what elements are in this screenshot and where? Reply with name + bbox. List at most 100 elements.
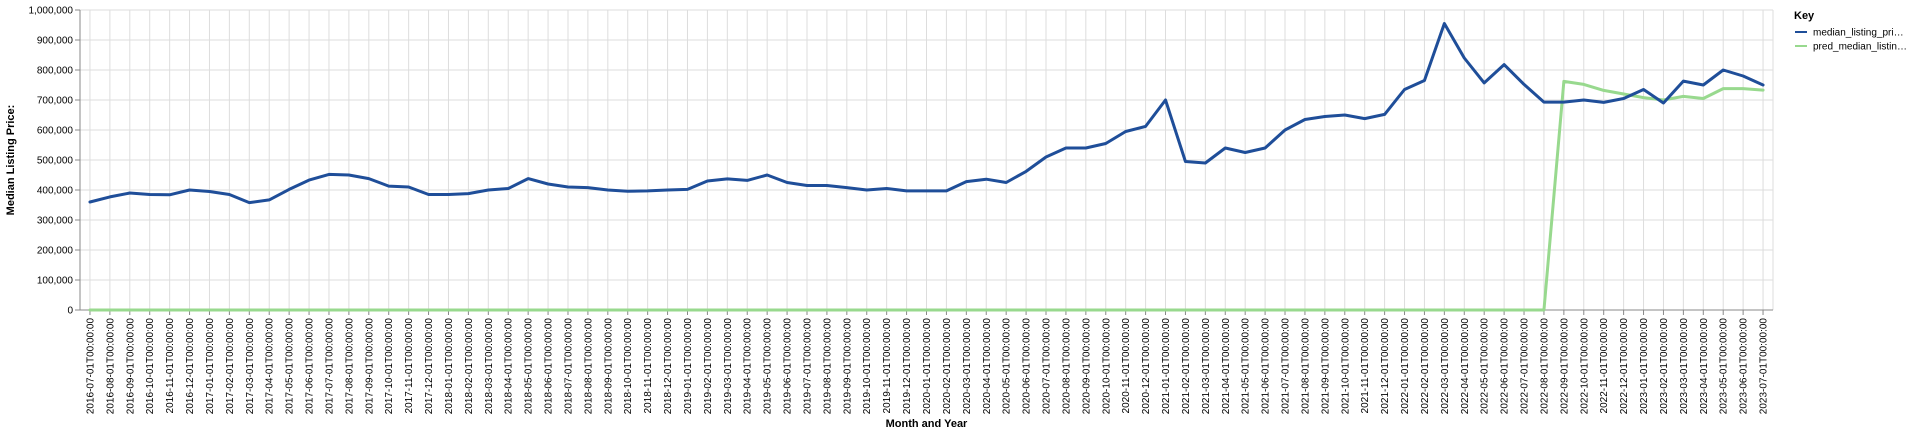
x-tick-label: 2021-01-01T00:00:00 <box>1161 318 1172 415</box>
x-tick-label: 2020-01-01T00:00:00 <box>922 318 933 415</box>
legend-label: median_listing_pri… <box>1813 28 1904 39</box>
x-tick-label: 2020-12-01T00:00:00 <box>1141 318 1152 415</box>
y-tick-label: 800,000 <box>37 66 74 77</box>
x-tick-label: 2021-03-01T00:00:00 <box>1201 318 1212 415</box>
y-axis-title: Median Listing Price: <box>5 105 17 216</box>
y-tick-label: 700,000 <box>37 96 74 107</box>
y-tick-label: 600,000 <box>37 126 74 137</box>
x-tick-label: 2019-01-01T00:00:00 <box>683 318 694 415</box>
x-tick-label: 2023-06-01T00:00:00 <box>1739 318 1750 415</box>
series-line-0 <box>88 22 1765 205</box>
x-tick-label: 2017-03-01T00:00:00 <box>245 318 256 415</box>
y-tick-label: 300,000 <box>37 216 74 227</box>
x-tick-label: 2022-08-01T00:00:00 <box>1539 318 1550 415</box>
x-tick-label: 2020-08-01T00:00:00 <box>1061 318 1072 415</box>
x-tick-label: 2019-07-01T00:00:00 <box>802 318 813 415</box>
x-tick-label: 2016-08-01T00:00:00 <box>105 318 116 415</box>
x-tick-label: 2023-07-01T00:00:00 <box>1759 318 1770 415</box>
x-tick-label: 2021-06-01T00:00:00 <box>1261 318 1272 415</box>
x-tick-label: 2017-05-01T00:00:00 <box>285 318 296 415</box>
x-tick-label: 2018-08-01T00:00:00 <box>583 318 594 415</box>
x-tick-label: 2017-02-01T00:00:00 <box>225 318 236 415</box>
x-tick-label: 2020-11-01T00:00:00 <box>1121 318 1132 414</box>
gridlines <box>80 9 1774 311</box>
x-tick-label: 2018-03-01T00:00:00 <box>484 318 495 415</box>
y-tick-label: 500,000 <box>37 156 74 167</box>
x-tick-label: 2023-02-01T00:00:00 <box>1659 318 1670 415</box>
y-tick-label: 1,000,000 <box>29 6 74 17</box>
x-tick-label: 2016-12-01T00:00:00 <box>185 318 196 415</box>
x-tick-label: 2022-11-01T00:00:00 <box>1599 318 1610 414</box>
x-tick-label: 2016-09-01T00:00:00 <box>125 318 136 415</box>
x-tick-label: 2021-07-01T00:00:00 <box>1281 318 1292 415</box>
x-tick-label: 2018-07-01T00:00:00 <box>563 318 574 415</box>
x-tick-label: 2020-02-01T00:00:00 <box>942 318 953 415</box>
x-tick-label: 2021-02-01T00:00:00 <box>1181 318 1192 415</box>
x-tick-label: 2019-10-01T00:00:00 <box>862 318 873 415</box>
x-tick-label: 2021-12-01T00:00:00 <box>1380 318 1391 415</box>
x-tick-label: 2020-04-01T00:00:00 <box>982 318 993 415</box>
x-tick-label: 2020-05-01T00:00:00 <box>1002 318 1013 415</box>
x-tick-label: 2022-02-01T00:00:00 <box>1420 318 1431 415</box>
x-tick-label: 2022-12-01T00:00:00 <box>1619 318 1630 415</box>
x-tick-label: 2021-05-01T00:00:00 <box>1241 318 1252 415</box>
x-tick-label: 2019-02-01T00:00:00 <box>703 318 714 415</box>
x-tick-label: 2018-04-01T00:00:00 <box>504 318 515 415</box>
x-tick-label: 2021-09-01T00:00:00 <box>1320 318 1331 415</box>
x-tick-label: 2023-04-01T00:00:00 <box>1699 318 1710 415</box>
x-tick-label: 2017-12-01T00:00:00 <box>424 318 435 415</box>
x-tick-label: 2018-11-01T00:00:00 <box>643 318 654 414</box>
x-tick-label: 2020-07-01T00:00:00 <box>1042 318 1053 415</box>
x-tick-label: 2019-06-01T00:00:00 <box>783 318 794 415</box>
x-tick-label: 2020-10-01T00:00:00 <box>1101 318 1112 415</box>
x-tick-label: 2022-05-01T00:00:00 <box>1480 318 1491 415</box>
x-tick-label: 2016-10-01T00:00:00 <box>145 318 156 415</box>
x-tick-label: 2017-01-01T00:00:00 <box>205 318 216 415</box>
x-tick-label: 2018-05-01T00:00:00 <box>524 318 535 415</box>
axes: 0 100,000 200,000 300,000 400,000 500,000 600,… <box>29 6 1773 415</box>
y-tick-label: 100,000 <box>37 276 74 287</box>
x-tick-label: 2018-09-01T00:00:00 <box>603 318 614 415</box>
x-tick-label: 2019-09-01T00:00:00 <box>842 318 853 415</box>
x-tick-label: 2017-11-01T00:00:00 <box>404 318 415 414</box>
x-tick-label: 2020-06-01T00:00:00 <box>1022 318 1033 415</box>
x-tick-label: 2017-06-01T00:00:00 <box>305 318 316 415</box>
x-tick-label: 2022-03-01T00:00:00 <box>1440 318 1451 415</box>
x-tick-label: 2019-11-01T00:00:00 <box>882 318 893 414</box>
legend-title: Key <box>1794 10 1815 22</box>
x-axis-title: Month and Year <box>886 418 968 430</box>
x-tick-label: 2019-12-01T00:00:00 <box>902 318 913 415</box>
x-tick-label: 2016-07-01T00:00:00 <box>85 318 96 415</box>
x-tick-label: 2017-09-01T00:00:00 <box>364 318 375 415</box>
series-line-1 <box>88 79 1765 312</box>
x-tick-label: 2023-01-01T00:00:00 <box>1639 318 1650 415</box>
x-tick-label: 2020-09-01T00:00:00 <box>1081 318 1092 415</box>
x-tick-label: 2023-03-01T00:00:00 <box>1679 318 1690 415</box>
x-tick-label: 2023-05-01T00:00:00 <box>1719 318 1730 415</box>
x-tick-label: 2022-04-01T00:00:00 <box>1460 318 1471 415</box>
x-tick-label: 2019-04-01T00:00:00 <box>743 318 754 415</box>
x-tick-label: 2022-10-01T00:00:00 <box>1579 318 1590 415</box>
x-tick-label: 2021-11-01T00:00:00 <box>1360 318 1371 414</box>
legend-label: pred_median_listin… <box>1813 42 1907 53</box>
x-tick-label: 2022-01-01T00:00:00 <box>1400 318 1411 415</box>
legend[interactable]: Key median_listing_pri… pred_median_listi… <box>1794 10 1907 53</box>
x-tick-label: 2017-07-01T00:00:00 <box>324 318 335 415</box>
x-tick-label: 2019-03-01T00:00:00 <box>723 318 734 415</box>
y-tick-label: 400,000 <box>37 186 74 197</box>
x-tick-label: 2022-06-01T00:00:00 <box>1500 318 1511 415</box>
x-tick-label: 2021-04-01T00:00:00 <box>1221 318 1232 415</box>
x-tick-label: 2017-08-01T00:00:00 <box>344 318 355 415</box>
y-tick-label: 200,000 <box>37 246 74 257</box>
x-tick-label: 2020-03-01T00:00:00 <box>962 318 973 415</box>
y-tick-label: 900,000 <box>37 36 74 47</box>
x-tick-label: 2017-04-01T00:00:00 <box>265 318 276 415</box>
x-tick-label: 2017-10-01T00:00:00 <box>384 318 395 415</box>
x-tick-label: 2022-09-01T00:00:00 <box>1559 318 1570 415</box>
x-tick-label: 2021-10-01T00:00:00 <box>1340 318 1351 415</box>
x-tick-label: 2021-08-01T00:00:00 <box>1300 318 1311 415</box>
x-tick-label: 2016-11-01T00:00:00 <box>165 318 176 414</box>
x-tick-label: 2018-01-01T00:00:00 <box>444 318 455 415</box>
